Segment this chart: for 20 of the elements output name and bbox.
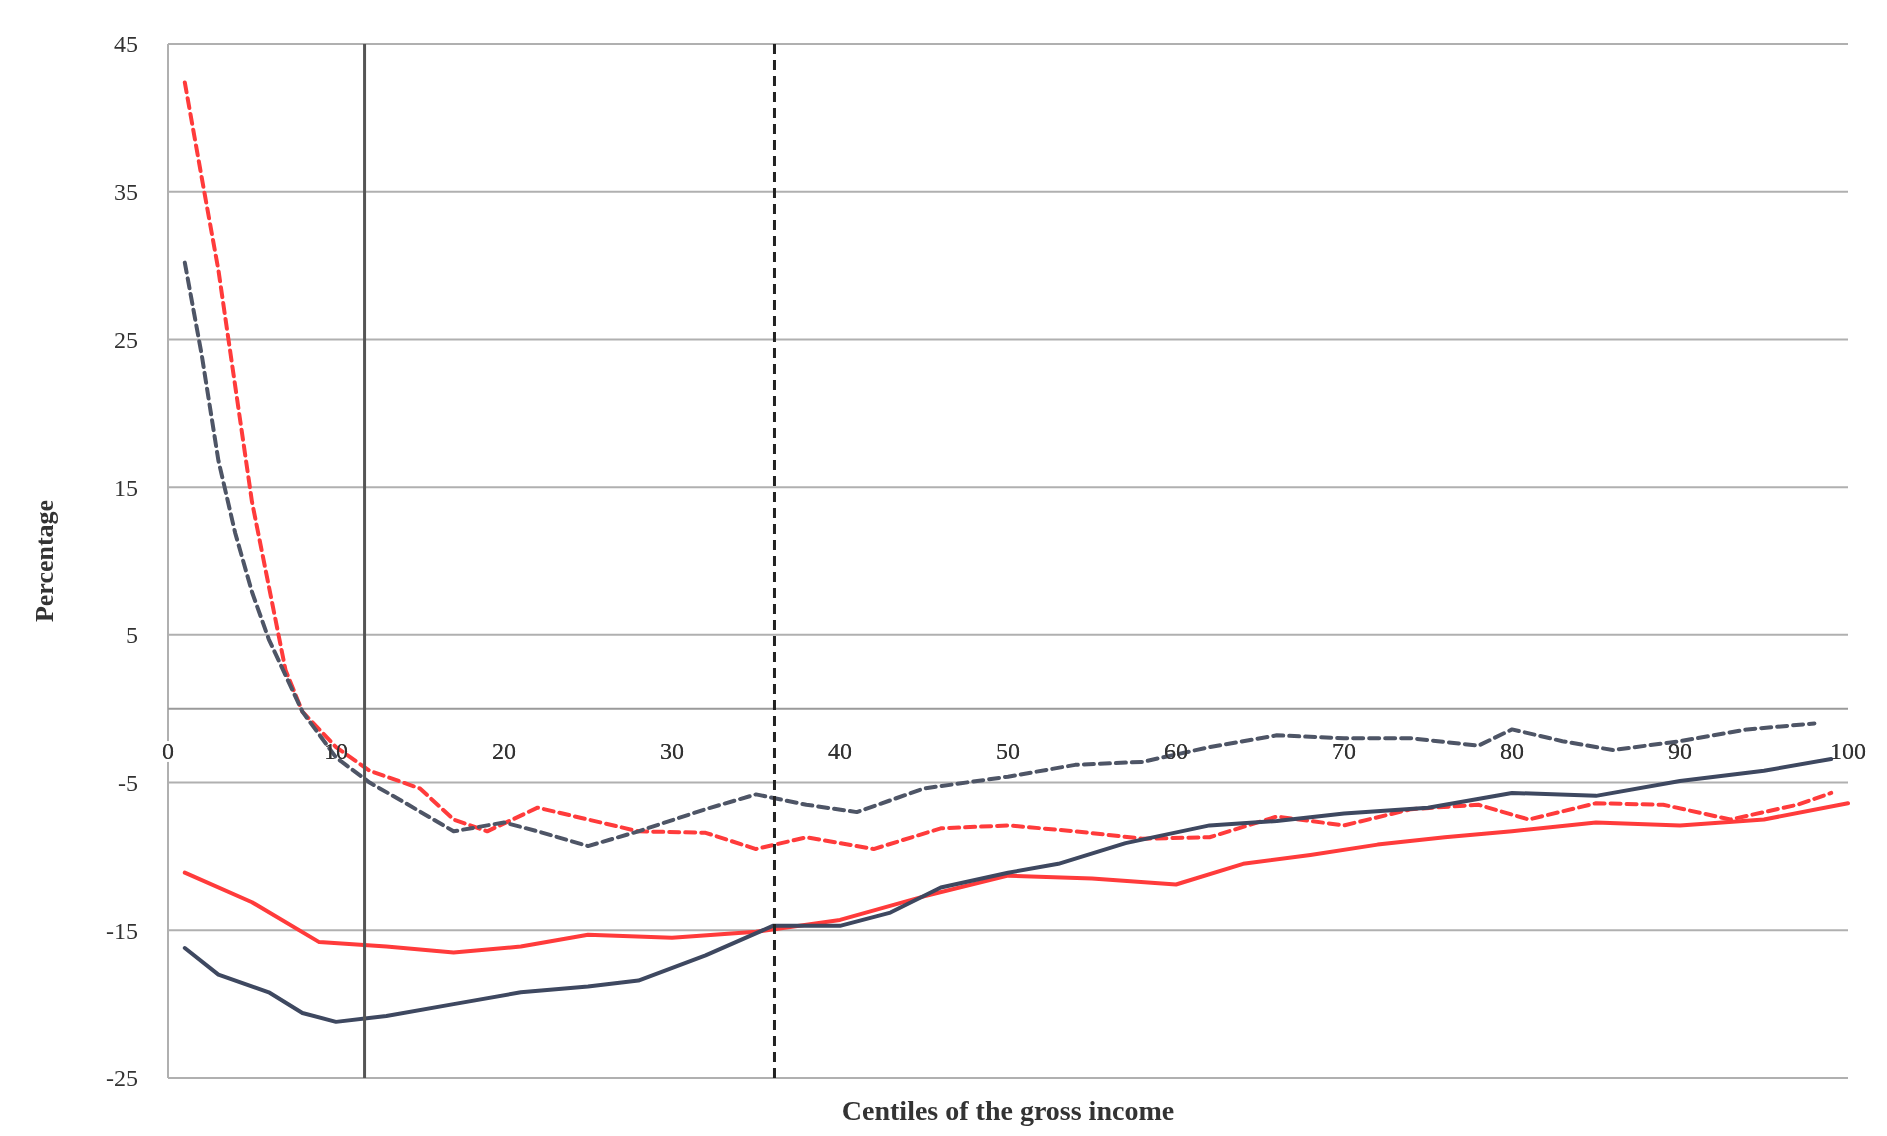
- x-tick-label: 70: [1332, 737, 1356, 764]
- y-tick-label: -5: [118, 769, 138, 796]
- x-tick-label: 40: [828, 737, 852, 764]
- y-tick-label: 35: [114, 179, 138, 206]
- y-axis-title: Percentage: [30, 499, 59, 623]
- y-tick-label: 15: [114, 474, 138, 501]
- y-tick-label: -25: [106, 1065, 138, 1092]
- y-tick-label: 5: [126, 622, 138, 649]
- x-tick-label: 30: [660, 737, 684, 764]
- x-tick-label: 20: [492, 737, 516, 764]
- x-tick-label: 50: [996, 737, 1020, 764]
- x-tick-label: 100: [1830, 737, 1866, 764]
- x-tick-label: 0: [162, 737, 174, 764]
- y-tick-label: 25: [114, 326, 138, 353]
- line-series: [182, 260, 1817, 849]
- x-tick-label: 90: [1668, 737, 1692, 764]
- x-axis-title: Centiles of the gross income: [841, 1095, 1175, 1126]
- y-tick-label: 45: [114, 31, 138, 58]
- y-tick-label: -15: [106, 917, 138, 944]
- x-tick-label: 80: [1500, 737, 1524, 764]
